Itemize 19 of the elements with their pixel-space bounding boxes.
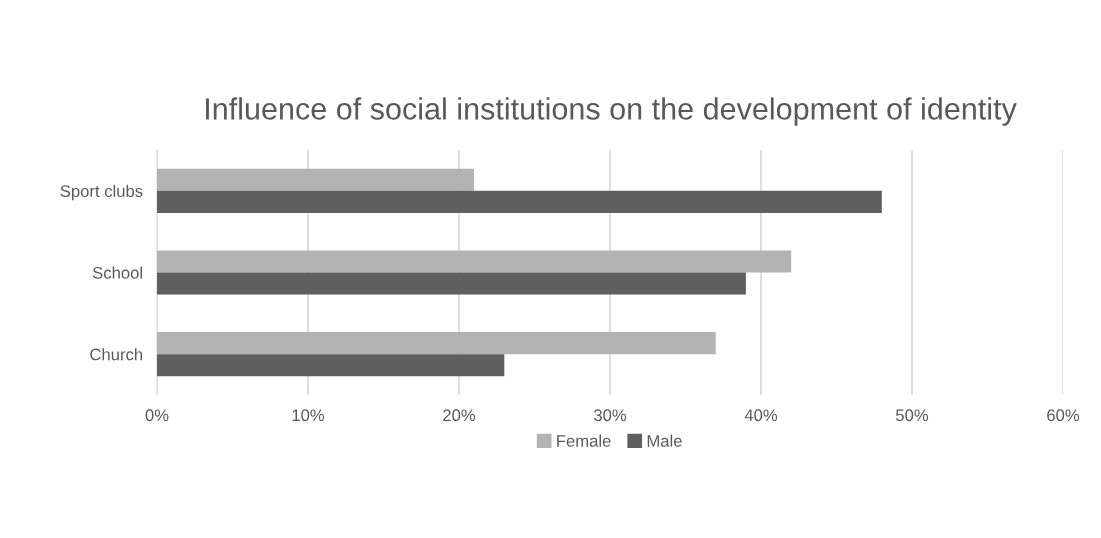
x-tick-label: 40% xyxy=(744,409,778,422)
bar xyxy=(157,168,475,191)
chart-title: Influence of social institutions on the development of identity xyxy=(206,97,1017,126)
bar xyxy=(157,272,746,295)
bar xyxy=(157,354,505,377)
legend-label: Male xyxy=(647,434,682,447)
bar xyxy=(157,332,716,355)
y-tick-label: Church xyxy=(90,348,143,361)
x-tick-label: 60% xyxy=(1047,409,1080,422)
y-tick-label: School xyxy=(92,266,142,279)
bar xyxy=(157,250,792,273)
y-tick-label: Sport clubs xyxy=(60,184,143,201)
x-tick-label: 0% xyxy=(145,409,169,422)
legend-label: Female xyxy=(557,434,611,447)
x-tick-label: 50% xyxy=(895,409,929,422)
bar xyxy=(157,190,882,213)
x-tick-label: 10% xyxy=(292,409,325,422)
x-tick-label: 20% xyxy=(443,409,476,422)
x-tick-label: 30% xyxy=(593,409,627,422)
